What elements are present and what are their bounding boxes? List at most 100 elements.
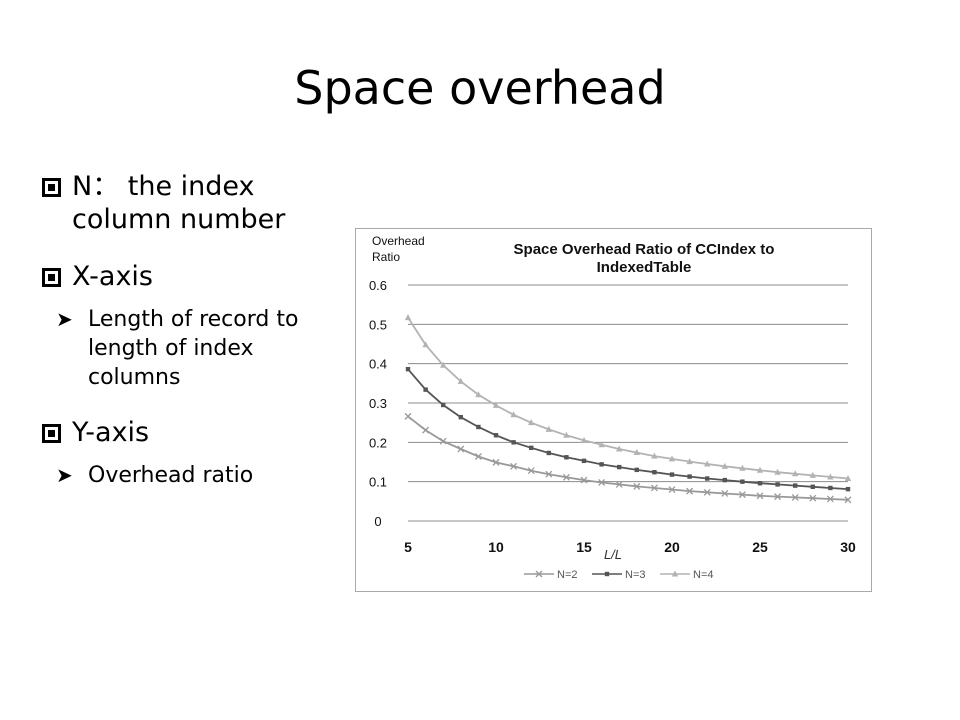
triangle-marker: [704, 460, 711, 467]
x-marker-stroke: [738, 491, 746, 499]
triangle-marker: [422, 341, 429, 348]
x-marker-stroke: [633, 482, 641, 490]
x-marker: [492, 458, 500, 466]
x-marker: [535, 570, 543, 578]
square-marker: [775, 482, 780, 487]
y-tick-label: 0.5: [369, 317, 387, 332]
x-tick-label: 30: [840, 539, 856, 555]
x-marker: [510, 462, 518, 470]
square-marker: [722, 477, 727, 483]
triangle-marker: [739, 464, 746, 471]
series-group: [404, 314, 852, 504]
square-marker: [529, 445, 534, 451]
y-tick-label: 0.1: [369, 475, 387, 490]
square-marker: [828, 485, 833, 491]
square-marker: [845, 486, 851, 492]
square-marker: [564, 455, 569, 460]
square-marker: [652, 470, 657, 475]
x-marker-stroke: [527, 467, 535, 475]
triangle-marker: [756, 466, 764, 473]
series-n-4: [404, 314, 852, 482]
chart-title: Space Overhead Ratio of CCIndex to: [514, 241, 775, 258]
triangle-marker: [545, 425, 552, 432]
triangle-marker: [721, 462, 728, 469]
square-marker: [740, 479, 745, 484]
x-tick-label: 25: [752, 539, 768, 555]
x-marker: [580, 476, 588, 484]
triangle-marker: [510, 411, 517, 418]
triangle-marker: [457, 377, 464, 384]
x-marker: [545, 470, 553, 478]
square-marker: [546, 450, 551, 456]
series-line: [407, 317, 849, 480]
triangle-marker: [492, 401, 500, 408]
bullet-n: N： the index column number: [42, 170, 342, 236]
x-marker: [650, 484, 658, 492]
x-marker: [686, 487, 694, 495]
x-marker-stroke: [474, 453, 482, 460]
x-marker-stroke: [791, 493, 799, 501]
x-marker: [738, 491, 746, 499]
x-marker: [562, 473, 570, 481]
y-axis-label: Ratio: [372, 250, 400, 264]
bullet-list: N： the index column number X-axis ➤ Leng…: [42, 170, 342, 514]
square-marker: [581, 458, 587, 464]
arrow-bullet-icon: ➤: [56, 307, 73, 331]
chart-title: IndexedTable: [597, 259, 692, 276]
bullet-x-axis-text: X-axis: [72, 261, 153, 292]
x-tick-label: 15: [576, 539, 592, 555]
triangle-marker: [671, 570, 679, 577]
x-marker: [633, 482, 641, 490]
square-marker: [441, 402, 446, 408]
triangle-marker: [404, 314, 412, 321]
square-marker: [617, 464, 622, 470]
x-marker: [826, 495, 834, 503]
x-marker: [844, 496, 852, 504]
square-marker: [405, 366, 411, 372]
x-marker: [703, 488, 711, 496]
x-axis-label: L/L: [604, 547, 622, 562]
sub-bullet-x-axis-text: Length of record to length of index colu…: [88, 307, 299, 390]
x-marker: [598, 478, 606, 486]
square-marker: [423, 387, 428, 392]
x-marker-stroke: [703, 488, 711, 496]
legend-label: N=2: [557, 569, 578, 581]
x-marker: [721, 490, 729, 497]
x-marker-stroke: [650, 484, 658, 492]
x-marker-stroke: [545, 470, 553, 478]
x-marker-stroke: [510, 462, 518, 470]
x-marker: [439, 437, 447, 445]
square-marker: [458, 414, 463, 420]
bullet-n-text: N： the index column number: [72, 171, 286, 235]
x-marker: [474, 453, 482, 460]
x-marker: [457, 445, 465, 453]
x-marker: [774, 493, 782, 501]
x-marker-stroke: [774, 493, 782, 501]
x-marker-stroke: [721, 490, 729, 497]
square-marker: [669, 472, 675, 477]
square-marker: [757, 481, 763, 486]
square-marker: [604, 571, 610, 577]
triangle-marker: [475, 391, 482, 398]
square-marker: [634, 467, 639, 473]
triangle-marker: [774, 468, 781, 475]
x-tick-label: 5: [404, 539, 412, 555]
square-marker: [810, 484, 815, 489]
legend-label: N=4: [693, 569, 714, 581]
square-marker: [705, 476, 710, 481]
series-line: [407, 368, 849, 490]
x-marker: [668, 486, 676, 493]
square-marker: [599, 462, 604, 467]
triangle-marker: [633, 449, 640, 456]
y-tick-label: 0: [374, 514, 381, 529]
y-axis-label: Overhead: [372, 234, 425, 248]
x-marker-stroke: [439, 437, 447, 445]
x-marker-stroke: [668, 486, 676, 493]
series-n-2: [404, 412, 852, 504]
x-marker: [422, 426, 430, 434]
triangle-marker: [651, 452, 658, 459]
legend-item: N=2: [524, 569, 578, 581]
series-n-3: [405, 366, 851, 492]
grid: [408, 284, 848, 522]
square-marker: [476, 424, 481, 430]
